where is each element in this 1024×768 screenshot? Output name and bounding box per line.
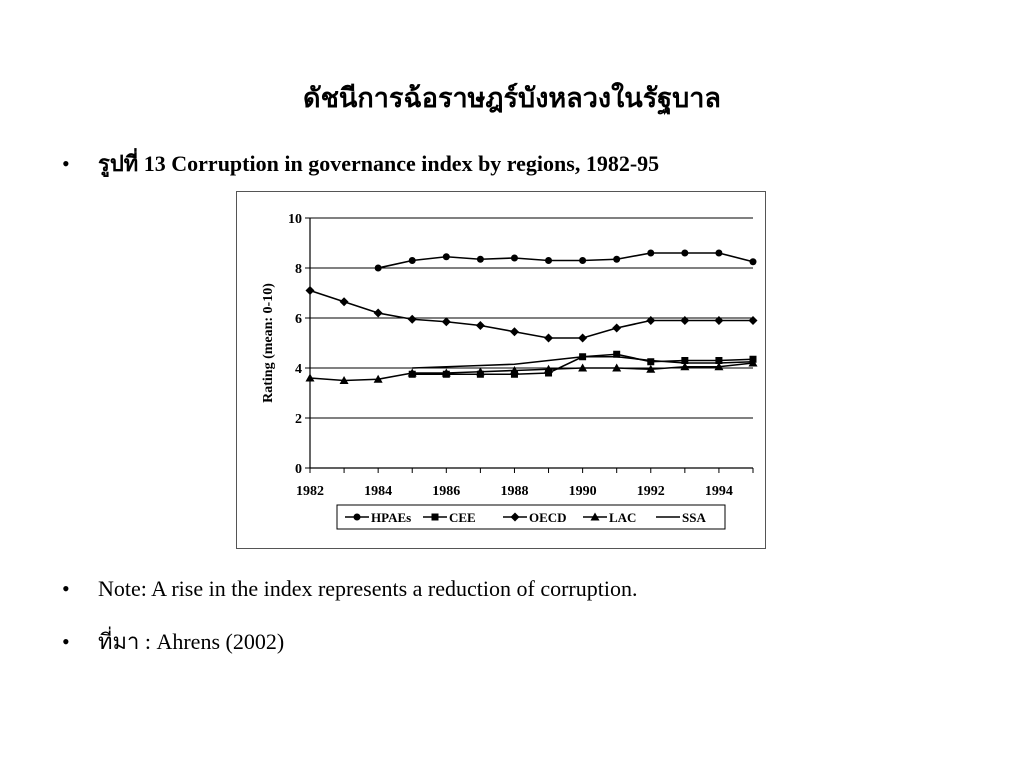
data-point (613, 350, 621, 358)
data-point (578, 363, 588, 372)
data-point (509, 366, 519, 374)
data-point (475, 321, 485, 330)
data-point (510, 370, 518, 378)
data-point (305, 286, 315, 295)
data-point (339, 297, 349, 307)
data-point (353, 513, 361, 521)
x-tick-label: 1990 (569, 484, 597, 499)
data-point (612, 363, 622, 372)
grid-layer (310, 217, 753, 419)
data-point (646, 316, 656, 325)
y-tick-label: 2 (295, 412, 302, 427)
axis-layer: 0 2 4 6 8 10 1982 1984 1986 1988 1990 1992 1994 (288, 212, 754, 499)
data-point (545, 257, 553, 264)
data-point (579, 257, 587, 264)
data-point (613, 255, 621, 263)
legend-item-cee: CEE (423, 510, 476, 525)
bullet-marker: • (62, 576, 70, 601)
series-line (309, 362, 754, 382)
data-point (431, 513, 439, 521)
data-point (680, 362, 690, 371)
data-point (681, 357, 689, 364)
series-oecd (305, 286, 758, 343)
data-point (748, 316, 758, 325)
data-point (749, 258, 757, 266)
data-point (646, 364, 656, 373)
series-layer (305, 249, 758, 384)
source-text: ที่มา : Ahrens (2002) (98, 629, 285, 654)
x-tick-label: 1986 (432, 484, 460, 499)
chart-legend: HPAEs CEE OECD LAC SSA (336, 504, 726, 530)
data-point (339, 376, 349, 384)
data-point (590, 512, 600, 521)
source-bullet: • ที่มา : Ahrens (2002) (62, 624, 284, 659)
legend-item-lac: LAC (583, 510, 636, 525)
series-line (377, 252, 754, 269)
chart-container: 0 2 4 6 8 10 1982 1984 1986 1988 1990 1992 1994 Rati… (236, 191, 766, 549)
x-tick-label: 1992 (637, 484, 665, 499)
data-point (475, 367, 485, 376)
data-point (647, 358, 655, 366)
note-text: Note: A rise in the index represents a r… (98, 576, 638, 601)
data-point (647, 249, 655, 257)
series-ssa (412, 355, 754, 369)
data-point (305, 373, 315, 382)
x-tick-label: 1988 (500, 484, 528, 499)
data-point (442, 253, 450, 261)
legend-item-ssa: SSA (656, 510, 706, 525)
y-tick-label: 10 (288, 212, 302, 227)
data-point (714, 316, 724, 325)
y-tick-label: 0 (295, 462, 302, 477)
data-point (373, 308, 383, 318)
data-point (578, 333, 588, 343)
data-point (476, 255, 484, 263)
series-line (309, 289, 753, 339)
data-point (373, 374, 383, 383)
data-point (407, 314, 417, 324)
data-point (407, 368, 417, 377)
legend-item-oecd: OECD (503, 510, 567, 525)
series-lac (305, 358, 758, 384)
data-point (680, 316, 690, 325)
data-point (714, 362, 724, 371)
series-line (412, 355, 754, 369)
data-point (681, 249, 689, 257)
data-point (441, 368, 451, 377)
x-tick-label: 1994 (705, 484, 733, 499)
data-point (408, 257, 416, 264)
data-point (510, 512, 520, 522)
legend-label: HPAEs (371, 510, 411, 525)
data-point (715, 249, 723, 257)
data-point (510, 254, 518, 262)
figure-caption: รูปที่ 13 Corruption in governance index… (98, 151, 660, 176)
data-point (374, 264, 382, 272)
y-tick-label: 8 (295, 262, 302, 277)
data-point (544, 333, 554, 343)
corruption-index-chart: 0 2 4 6 8 10 1982 1984 1986 1988 1990 1992 1994 Rati… (236, 191, 766, 549)
legend-label: CEE (449, 510, 476, 525)
series-hpaes (374, 249, 757, 272)
y-axis-label: Rating (mean: 0-10) (261, 283, 276, 403)
legend-label: OECD (529, 510, 567, 525)
bullet-marker: • (62, 151, 70, 176)
slide-title: ดัชนีการฉ้อราษฎร์บังหลวงในรัฐบาล (303, 83, 721, 113)
data-point (544, 364, 554, 373)
data-point (509, 327, 519, 337)
data-point (612, 323, 622, 333)
data-point (545, 369, 553, 377)
bullet-marker: • (62, 629, 70, 654)
chart-frame (236, 191, 766, 549)
caption-bullet: • รูปที่ 13 Corruption in governance ind… (62, 146, 659, 181)
note-bullet: • Note: A rise in the index represents a… (62, 576, 637, 602)
legend-label: SSA (682, 510, 706, 525)
legend-label: LAC (609, 510, 636, 525)
x-tick-label: 1984 (364, 484, 392, 499)
data-point (715, 357, 723, 364)
y-tick-label: 6 (295, 312, 302, 327)
legend-item-hpaes: HPAEs (345, 510, 411, 525)
y-tick-label: 4 (295, 362, 302, 377)
x-tick-label: 1982 (296, 484, 324, 499)
data-point (441, 317, 451, 327)
